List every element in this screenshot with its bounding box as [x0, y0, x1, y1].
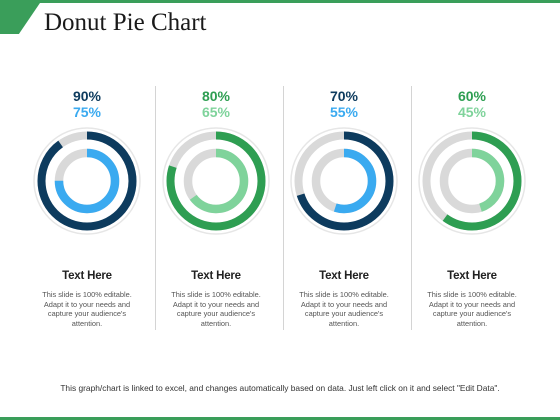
column-divider: [411, 86, 412, 330]
inner-ring-segment[interactable]: [183, 148, 249, 214]
inner-ring-segment[interactable]: [439, 148, 505, 214]
column-divider: [155, 86, 156, 330]
panel-description: This slide is 100% editable. Adapt it to…: [42, 290, 132, 328]
slide-title: Donut Pie Chart: [44, 9, 207, 36]
donut-frame: [418, 127, 526, 235]
donut-frame: [290, 127, 398, 235]
donut-frame: [33, 127, 141, 235]
donut-chart[interactable]: [161, 126, 271, 236]
bottom-accent-band: [0, 417, 560, 420]
donut-panel-4[interactable]: 60% 45% Text Here This slide is 100% edi…: [408, 88, 536, 328]
donut-panel-2[interactable]: 80% 65% Text Here This slide is 100% edi…: [152, 88, 280, 328]
inner-percent-label: 65%: [201, 104, 231, 120]
outer-ring-segment[interactable]: [166, 131, 266, 231]
corner-accent-tab: [0, 0, 42, 34]
donut-panel-3[interactable]: 70% 55% Text Here This slide is 100% edi…: [280, 88, 408, 328]
outer-percent-label: 80%: [201, 88, 231, 104]
outer-percent-label: 90%: [72, 88, 102, 104]
inner-ring-segment[interactable]: [54, 148, 120, 214]
donut-chart[interactable]: [32, 126, 142, 236]
inner-percent-label: 45%: [457, 104, 487, 120]
outer-percent-label: 70%: [329, 88, 359, 104]
column-divider: [283, 86, 284, 330]
donut-frame: [162, 127, 270, 235]
outer-ring-segment[interactable]: [422, 131, 522, 231]
outer-ring-segment[interactable]: [294, 131, 394, 231]
donut-chart[interactable]: [417, 126, 527, 236]
donut-chart[interactable]: [289, 126, 399, 236]
panel-heading: Text Here: [62, 270, 112, 282]
donut-panel-1[interactable]: 90% 75% Text Here This slide is 100% edi…: [23, 88, 151, 328]
panel-heading: Text Here: [191, 270, 241, 282]
panel-description: This slide is 100% editable. Adapt it to…: [171, 290, 261, 328]
panel-description: This slide is 100% editable. Adapt it to…: [299, 290, 389, 328]
panel-description: This slide is 100% editable. Adapt it to…: [427, 290, 517, 328]
panel-heading: Text Here: [319, 270, 369, 282]
footer-note: This graph/chart is linked to excel, and…: [60, 383, 500, 393]
panel-heading: Text Here: [447, 270, 497, 282]
inner-ring-segment[interactable]: [311, 148, 377, 214]
outer-ring-segment[interactable]: [37, 131, 137, 231]
outer-percent-label: 60%: [457, 88, 487, 104]
inner-percent-label: 75%: [72, 104, 102, 120]
inner-percent-label: 55%: [329, 104, 359, 120]
top-accent-band: [0, 0, 560, 3]
